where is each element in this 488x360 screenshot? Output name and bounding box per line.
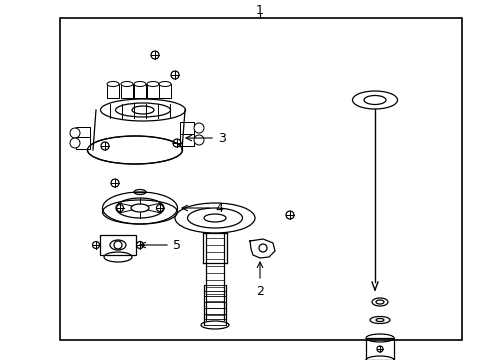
Circle shape [70, 138, 80, 148]
Bar [100, 235, 136, 255]
Bar [147, 84, 159, 98]
Ellipse shape [107, 81, 119, 86]
Bar [134, 84, 146, 98]
Bar [180, 134, 194, 146]
Bar [107, 84, 119, 98]
Circle shape [194, 123, 203, 133]
Text: 2: 2 [256, 285, 264, 298]
Bar [121, 84, 133, 98]
Text: 3: 3 [218, 131, 225, 144]
Bar [365, 338, 393, 360]
Bar [180, 122, 194, 134]
Text: 4: 4 [215, 202, 223, 215]
Bar [60, 18, 461, 340]
Circle shape [194, 135, 203, 145]
Circle shape [70, 128, 80, 138]
Bar [76, 137, 90, 149]
Text: 1: 1 [256, 4, 264, 17]
Ellipse shape [147, 81, 159, 86]
Bar [76, 127, 90, 139]
Ellipse shape [159, 81, 171, 86]
Bar [159, 84, 171, 98]
Ellipse shape [134, 81, 146, 86]
Ellipse shape [121, 81, 133, 86]
Text: 5: 5 [173, 239, 181, 252]
